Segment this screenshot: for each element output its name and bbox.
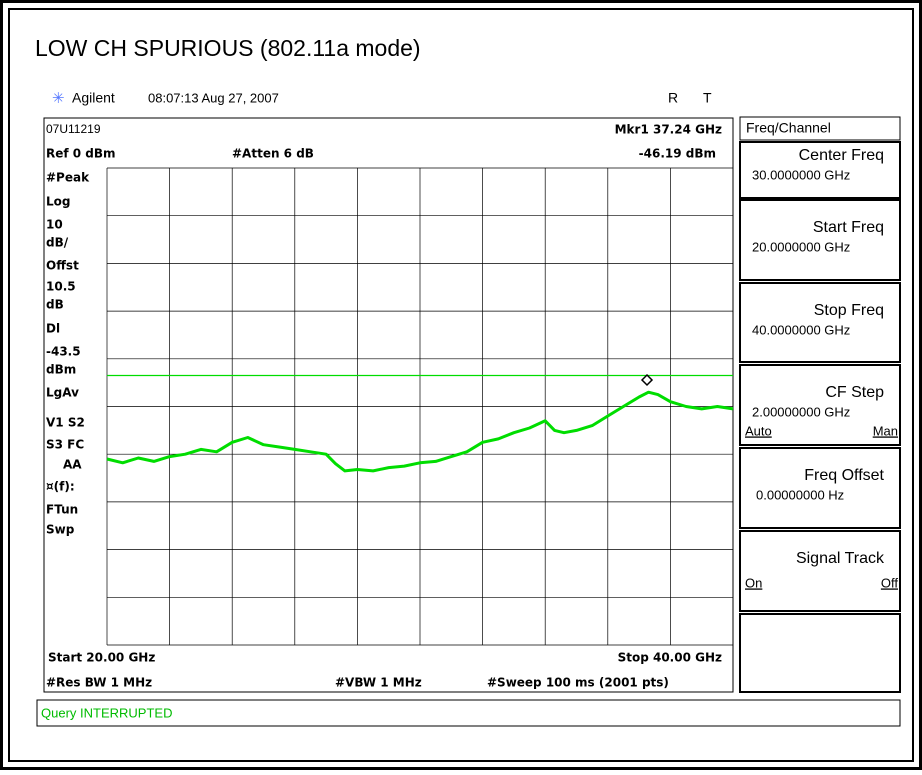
grid	[106, 167, 734, 646]
softkey-label: CF Step	[825, 384, 884, 401]
side-label: #Peak	[46, 171, 90, 185]
side-label: S3 FC	[46, 438, 84, 452]
marker-diamond	[640, 373, 654, 387]
side-label: FTun	[46, 503, 78, 517]
softkey-label: Signal Track	[796, 550, 885, 567]
trace	[106, 390, 734, 473]
status: Query INTERRUPTED	[41, 705, 172, 720]
status-bar	[36, 699, 901, 727]
softkey-value: 2.00000000 GHz	[752, 404, 850, 419]
side-label: dBm	[46, 363, 76, 377]
logo: ✳	[52, 90, 65, 107]
softkey	[739, 364, 901, 446]
softkey	[739, 282, 901, 363]
t-flag: T	[703, 90, 712, 106]
ref-level: Ref 0 dBm	[46, 147, 116, 161]
side-label: dB	[46, 298, 64, 312]
r-flag: R	[668, 90, 678, 106]
menu-title-box	[739, 116, 901, 141]
brand: Agilent	[72, 90, 115, 106]
marker-level: -46.19 dBm	[639, 147, 716, 161]
softkey	[739, 141, 901, 199]
attenuation: #Atten 6 dB	[232, 147, 314, 161]
sweep: #Sweep 100 ms (2001 pts)	[487, 676, 669, 690]
marker-freq: Mkr1 37.24 GHz	[615, 123, 722, 137]
vbw: #VBW 1 MHz	[335, 676, 422, 690]
softkey-option: Man	[873, 423, 898, 438]
side-label: dB/	[46, 236, 69, 250]
title: LOW CH SPURIOUS (802.11a mode)	[35, 35, 421, 61]
side-label: 10	[46, 218, 63, 232]
side-label: Dl	[46, 322, 60, 336]
file-id: 07U11219	[46, 122, 101, 136]
stop-freq: Stop 40.00 GHz	[618, 651, 722, 665]
side-label: Log	[46, 195, 70, 209]
softkey-label: Freq Offset	[804, 467, 884, 484]
softkey-option: Auto	[745, 423, 772, 438]
softkey-value: 20.0000000 GHz	[752, 239, 850, 254]
start-freq: Start 20.00 GHz	[48, 651, 155, 665]
softkey-value: 30.0000000 GHz	[752, 167, 850, 182]
side-label: LgAv	[46, 386, 79, 400]
softkey-label: Center Freq	[799, 147, 884, 164]
softkey	[739, 530, 901, 612]
softkey	[739, 447, 901, 529]
side-label: 10.5	[46, 280, 76, 294]
side-label: ¤(f):	[46, 480, 75, 494]
softkey-option: Off	[881, 575, 898, 590]
softkey-label: Start Freq	[813, 219, 884, 236]
softkey-option: On	[745, 575, 762, 590]
softkey-value: 0.00000000 Hz	[756, 487, 844, 502]
softkey-label: Stop Freq	[814, 302, 884, 319]
softkey	[739, 613, 901, 693]
softkey	[739, 199, 901, 281]
timestamp: 08:07:13 Aug 27, 2007	[148, 90, 279, 105]
softkey-value: 40.0000000 GHz	[752, 322, 850, 337]
side-label: -43.5	[46, 345, 81, 359]
side-label: V1 S2	[46, 416, 85, 430]
softkeys: Center Freq 30.0000000 GHz Start Freq 20.00…	[739, 141, 901, 693]
menu-title: Freq/Channel	[746, 120, 831, 136]
side-label: Offst	[46, 259, 79, 273]
rbw: #Res BW 1 MHz	[46, 676, 152, 690]
side-label: Swp	[46, 523, 75, 537]
side-label: AA	[63, 458, 82, 472]
